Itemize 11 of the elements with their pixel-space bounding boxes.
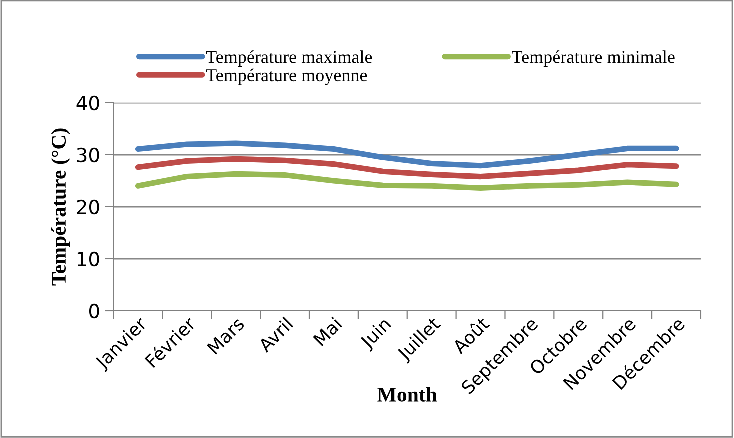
legend-label: Température minimale [512,50,675,67]
y-tick-label: 0 [89,304,100,319]
y-axis-title: Température (°C) [51,128,70,286]
legend-label: Température moyenne [206,68,368,86]
y-tick-label: 10 [78,252,100,267]
y-tick-label: 30 [77,148,100,163]
x-axis-title: Month [378,387,438,402]
legend-label: Température maximale [206,50,372,67]
x-tick-label: Mai [312,316,343,347]
y-tick-label: 20 [77,200,100,215]
y-tick-label: 40 [76,96,100,111]
